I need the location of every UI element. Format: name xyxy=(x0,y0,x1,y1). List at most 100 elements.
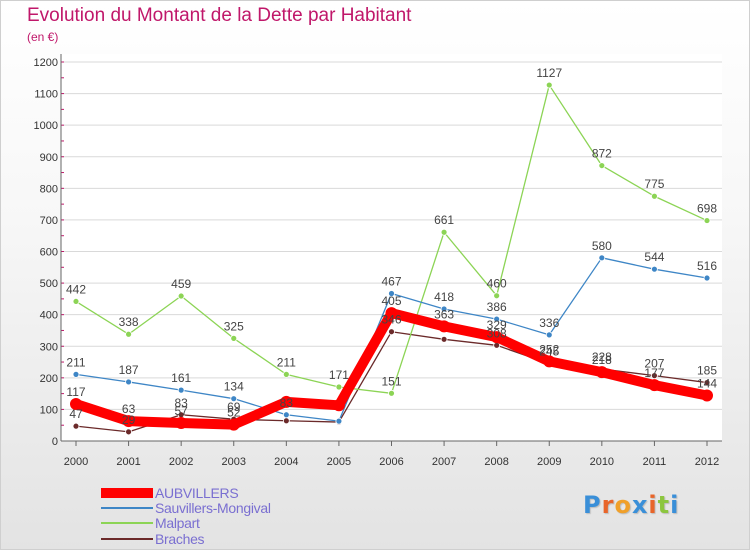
data-label-braches: 308 xyxy=(487,326,507,340)
x-tick-label: 2009 xyxy=(537,456,561,468)
data-point-malpart xyxy=(72,298,80,305)
data-point-malpart xyxy=(545,81,553,89)
legend-item-aubvillers: AUBVILLERS xyxy=(101,485,239,501)
y-tick-label: 500 xyxy=(40,278,58,290)
legend-swatch-malpart xyxy=(101,522,153,524)
data-point-braches xyxy=(388,328,395,336)
legend-label-braches: Braches xyxy=(155,531,205,547)
data-point-aubvillers xyxy=(280,395,293,408)
data-point-aubvillers xyxy=(122,415,135,428)
y-tick-label: 1100 xyxy=(34,89,58,101)
data-point-aubvillers xyxy=(70,398,82,411)
logo-letter: i xyxy=(670,491,680,519)
data-label-malpart: 338 xyxy=(119,315,139,329)
data-label-malpart: 872 xyxy=(592,147,612,161)
x-tick-label: 2012 xyxy=(695,456,719,468)
data-label-aubvillers: 329 xyxy=(487,318,507,332)
y-tick-label: 700 xyxy=(40,215,58,227)
data-point-malpart xyxy=(651,192,658,200)
data-label-sauvillers-mongival: 544 xyxy=(644,250,664,264)
data-point-aubvillers xyxy=(438,320,451,333)
y-tick-label: 400 xyxy=(40,310,58,322)
data-label-malpart: 775 xyxy=(644,177,664,191)
x-tick-label: 2000 xyxy=(64,456,88,468)
data-label-sauvillers-mongival: 161 xyxy=(171,371,191,385)
series-aubvillers xyxy=(70,307,713,431)
data-point-sauvillers-mongival xyxy=(125,378,132,386)
data-label-braches: 29 xyxy=(122,413,136,427)
y-tick-label: 100 xyxy=(40,404,58,416)
y-tick-label: 0 xyxy=(52,436,58,448)
data-point-malpart xyxy=(230,334,238,342)
logo-letter: o xyxy=(614,491,632,519)
data-point-aubvillers xyxy=(332,399,345,412)
legend-swatch-braches xyxy=(101,538,153,540)
y-tick-label: 800 xyxy=(40,183,58,195)
data-label-aubvillers: 405 xyxy=(381,294,401,308)
data-label-malpart: 211 xyxy=(277,355,296,369)
x-tick-label: 2008 xyxy=(484,456,508,468)
data-point-aubvillers xyxy=(543,355,556,368)
data-label-aubvillers: 57 xyxy=(174,404,188,418)
data-point-malpart xyxy=(177,292,185,300)
data-point-malpart xyxy=(335,383,343,391)
data-point-malpart xyxy=(703,217,711,224)
data-label-malpart: 1127 xyxy=(536,66,562,80)
x-tick-label: 2005 xyxy=(327,456,351,468)
data-point-malpart xyxy=(598,162,606,169)
x-tick-label: 2002 xyxy=(169,456,193,468)
data-point-sauvillers-mongival xyxy=(282,411,290,419)
data-point-sauvillers-mongival xyxy=(545,331,553,339)
x-tick-label: 2004 xyxy=(274,456,298,468)
logo-letter: P xyxy=(583,491,602,519)
data-label-malpart: 661 xyxy=(434,213,454,227)
data-point-aubvillers xyxy=(701,389,713,402)
data-label-sauvillers-mongival: 580 xyxy=(592,239,612,253)
data-point-braches xyxy=(440,335,448,343)
data-label-aubvillers: 363 xyxy=(434,307,454,321)
data-label-aubvillers: 52 xyxy=(227,406,241,420)
data-label-aubvillers: 177 xyxy=(644,366,664,380)
data-label-braches: 185 xyxy=(697,364,717,378)
data-point-sauvillers-mongival xyxy=(335,417,343,425)
data-point-aubvillers xyxy=(385,307,398,320)
data-point-malpart xyxy=(388,389,395,397)
data-label-braches: 346 xyxy=(381,313,401,327)
data-point-malpart xyxy=(125,330,132,338)
data-point-sauvillers-mongival xyxy=(388,290,395,297)
data-label-sauvillers-mongival: 83 xyxy=(280,396,294,410)
data-label-braches: 207 xyxy=(644,357,664,371)
legend-label-aubvillers: AUBVILLERS xyxy=(155,485,239,501)
data-label-braches: 47 xyxy=(69,407,83,421)
legend-swatch-aubvillers xyxy=(101,488,153,498)
data-point-aubvillers xyxy=(490,331,503,344)
data-label-malpart: 151 xyxy=(381,374,401,388)
data-label-aubvillers: 117 xyxy=(66,385,85,399)
data-label-malpart: 325 xyxy=(224,319,244,333)
data-label-malpart: 698 xyxy=(697,202,717,216)
data-label-sauvillers-mongival: 336 xyxy=(539,316,559,330)
x-tick-label: 2007 xyxy=(432,456,456,468)
chart-subtitle: (en €) xyxy=(27,30,59,44)
data-label-malpart: 442 xyxy=(66,282,86,296)
data-label-sauvillers-mongival: 418 xyxy=(434,290,454,304)
data-point-malpart xyxy=(440,228,448,236)
data-point-sauvillers-mongival xyxy=(72,370,80,378)
data-point-sauvillers-mongival xyxy=(230,395,238,403)
data-point-sauvillers-mongival xyxy=(598,254,606,262)
data-label-braches: 245 xyxy=(539,345,559,359)
data-point-sauvillers-mongival xyxy=(440,305,448,313)
logo-letter: r xyxy=(601,491,615,519)
data-label-malpart: 459 xyxy=(171,277,191,291)
data-label-aubvillers: 63 xyxy=(122,402,136,416)
data-label-sauvillers-mongival: 467 xyxy=(381,275,401,289)
data-label-sauvillers-mongival: 211 xyxy=(66,355,85,369)
data-point-aubvillers xyxy=(648,379,661,392)
legend-swatch-sauvillers-mongival xyxy=(101,507,153,509)
chart-title: Evolution du Montant de la Dette par Hab… xyxy=(27,5,412,26)
legend-item-braches: Braches xyxy=(101,531,205,547)
data-label-braches: 83 xyxy=(174,396,188,410)
series-sauvillers-mongival xyxy=(72,254,711,425)
y-tick-label: 1200 xyxy=(34,57,58,69)
